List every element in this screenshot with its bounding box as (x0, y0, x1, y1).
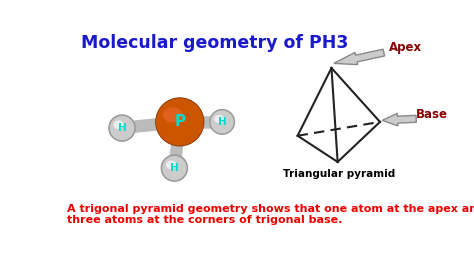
Circle shape (161, 155, 188, 181)
Text: three atoms at the corners of trigonal base.: three atoms at the corners of trigonal b… (66, 215, 342, 226)
Polygon shape (334, 49, 384, 65)
Text: H: H (218, 117, 227, 127)
Ellipse shape (215, 116, 223, 122)
Circle shape (157, 99, 203, 145)
Circle shape (163, 157, 186, 180)
Circle shape (109, 115, 135, 141)
Text: Apex: Apex (389, 41, 422, 54)
Ellipse shape (164, 108, 182, 122)
Ellipse shape (114, 121, 123, 128)
Ellipse shape (166, 161, 176, 169)
Text: H: H (170, 163, 179, 173)
Circle shape (156, 98, 204, 146)
Circle shape (110, 117, 134, 140)
Text: A trigonal pyramid geometry shows that one atom at the apex and: A trigonal pyramid geometry shows that o… (66, 204, 474, 214)
Text: Base: Base (416, 108, 448, 121)
Circle shape (210, 109, 235, 134)
Circle shape (211, 111, 233, 133)
Text: Triangular pyramid: Triangular pyramid (283, 169, 395, 179)
Text: H: H (118, 123, 127, 133)
Text: Molecular geometry of PH3: Molecular geometry of PH3 (81, 34, 348, 52)
Text: P: P (174, 114, 185, 129)
Polygon shape (383, 113, 416, 126)
